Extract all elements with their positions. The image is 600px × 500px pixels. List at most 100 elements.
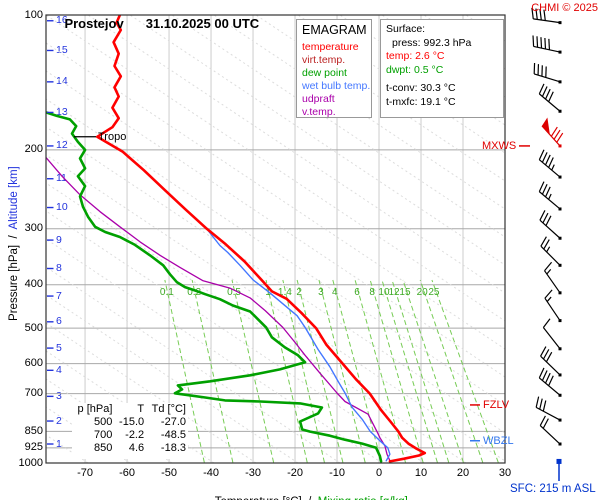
levels-table: p [hPa]TTd [°C]500-15.0-27.0700-2.2-48.5… <box>72 403 188 459</box>
surface-tconv: t-conv: 30.3 °C <box>386 82 503 96</box>
mixing-ratio-labels: 0.1 0.2 0.5 1 1.4 2 34 68101215 2025 <box>160 287 440 298</box>
altitude-tick-label: 5 <box>56 342 62 354</box>
temperature-tick-label: -30 <box>236 467 270 479</box>
legend-item: dew point <box>302 67 371 80</box>
wind-barb-icon <box>541 237 562 267</box>
svg-text:0.2: 0.2 <box>187 287 201 298</box>
table-cell: -27.0 <box>146 416 188 429</box>
wind-barb-icon <box>542 117 563 147</box>
y-axis-label-pressure: Pressure [hPa] / <box>8 230 20 321</box>
wind-barb-icon <box>539 150 561 179</box>
wind-barb-icon <box>540 210 562 239</box>
pressure-tick-label: 850 <box>2 425 43 437</box>
x-axis-label-mixing-ratio: Mixing ratio [g/kg] <box>318 496 408 500</box>
svg-text:4: 4 <box>332 287 338 298</box>
temperature-tick-label: 0 <box>362 467 396 479</box>
wind-barb-icon <box>545 262 562 294</box>
table-row: 700-2.2-48.5 <box>72 429 188 442</box>
copyright-text: CHMI © 2025 <box>524 2 598 14</box>
svg-text:8: 8 <box>369 287 375 298</box>
sfc-marker <box>557 459 562 464</box>
legend-item: virt.temp. <box>302 54 371 67</box>
svg-text:10: 10 <box>378 287 390 298</box>
table-header-cell: T <box>114 403 146 416</box>
wind-barb-icon <box>541 347 562 377</box>
surface-dwpt: dwpt: 0.5 °C <box>386 64 503 78</box>
mixing-ratio-lines <box>165 280 498 463</box>
pressure-tick-label: 600 <box>2 357 43 369</box>
table-header-cell: p [hPa] <box>72 403 114 416</box>
temperature-tick-label: 10 <box>404 467 438 479</box>
altitude-tick-label: 7 <box>56 290 62 302</box>
table-cell: 500 <box>72 416 114 429</box>
temperature-tick-label: -10 <box>320 467 354 479</box>
pressure-tick-label: 925 <box>2 441 43 453</box>
temperature-tick-label: -20 <box>278 467 312 479</box>
surface-heading: Surface: <box>386 23 503 37</box>
freezing-level-label: FZLV <box>483 399 509 411</box>
wind-barb-icon <box>539 84 561 113</box>
legend-box: EMAGRAM temperaturevirt.temp.dew pointwe… <box>296 19 372 118</box>
station-name: Prostejov <box>64 16 123 31</box>
temperature-tick-label: 30 <box>488 467 522 479</box>
temperature-tick-label: 20 <box>446 467 480 479</box>
table-header-cell: Td [°C] <box>146 403 188 416</box>
legend-items: temperaturevirt.temp.dew pointwet bulb t… <box>302 41 371 119</box>
wind-barb-icon <box>539 182 561 211</box>
x-axis-label-temperature: Temperature [°C] / <box>215 496 318 500</box>
tropopause-label: Tropo <box>98 131 126 143</box>
temperature-tick-label: -40 <box>194 467 228 479</box>
temperature-tick-label: -50 <box>152 467 186 479</box>
svg-text:0.5: 0.5 <box>227 287 241 298</box>
svg-text:1: 1 <box>265 287 271 298</box>
wet-bulb-zero-label: WBZL <box>483 435 514 447</box>
page-title: Prostejov 31.10.2025 00 UTC <box>50 1 259 46</box>
altitude-tick-label: 8 <box>56 262 62 274</box>
altitude-tick-label: 14 <box>56 75 68 87</box>
svg-text:2: 2 <box>296 287 302 298</box>
wind-barb-icon <box>540 416 561 446</box>
altitude-tick-label: 3 <box>56 390 62 402</box>
wind-barb-icon <box>545 290 562 322</box>
y-axis-label: Pressure [hPa] / Altitude [km] <box>0 166 32 333</box>
altitude-tick-marks <box>47 21 54 444</box>
curve-wet-bulb-temp- <box>205 227 390 461</box>
legend-title: EMAGRAM <box>302 23 371 37</box>
altitude-tick-label: 10 <box>56 201 68 213</box>
pressure-tick-label: 200 <box>2 143 43 155</box>
svg-text:12: 12 <box>388 287 400 298</box>
table-row: 500-15.0-27.0 <box>72 416 188 429</box>
table-cell: -2.2 <box>114 429 146 442</box>
altitude-tick-label: 2 <box>56 415 62 427</box>
table-cell: -18.3 <box>146 442 188 455</box>
y-axis-label-altitude: Altitude [km] <box>8 166 20 229</box>
svg-text:25: 25 <box>428 287 440 298</box>
altitude-tick-label: 4 <box>56 364 62 376</box>
legend-item: wet bulb temp. <box>302 80 371 93</box>
svg-text:3: 3 <box>318 287 324 298</box>
surface-press: press: 992.3 hPa <box>386 37 503 51</box>
altitude-tick-label: 12 <box>56 139 68 151</box>
wind-barbs <box>532 8 563 446</box>
table-cell: -48.5 <box>146 429 188 442</box>
altitude-tick-label: 6 <box>56 315 62 327</box>
sounding-datetime: 31.10.2025 00 UTC <box>146 16 259 31</box>
table-row: 8504.6-18.3 <box>72 442 188 455</box>
pressure-tick-label: 1000 <box>2 457 43 469</box>
wind-barb-icon <box>539 368 561 397</box>
svg-text:20: 20 <box>417 287 429 298</box>
svg-text:15: 15 <box>399 287 411 298</box>
surface-elevation-label: SFC: 215 m ASL <box>510 483 596 495</box>
altitude-tick-label: 1 <box>56 438 62 450</box>
wind-barb-icon <box>536 397 561 422</box>
max-wind-label: MXWS <box>482 140 516 152</box>
svg-text:1.4: 1.4 <box>278 287 292 298</box>
pressure-tick-label: 700 <box>2 387 43 399</box>
svg-text:6: 6 <box>354 287 360 298</box>
table-cell: 700 <box>72 429 114 442</box>
table-cell: -15.0 <box>114 416 146 429</box>
altitude-tick-label: 13 <box>56 106 68 118</box>
wind-barb-icon <box>533 35 561 53</box>
emagram-page: 0.10.20.511.4234681012152025 EMAGRAM tem… <box>0 0 600 500</box>
svg-text:0.1: 0.1 <box>160 287 174 298</box>
